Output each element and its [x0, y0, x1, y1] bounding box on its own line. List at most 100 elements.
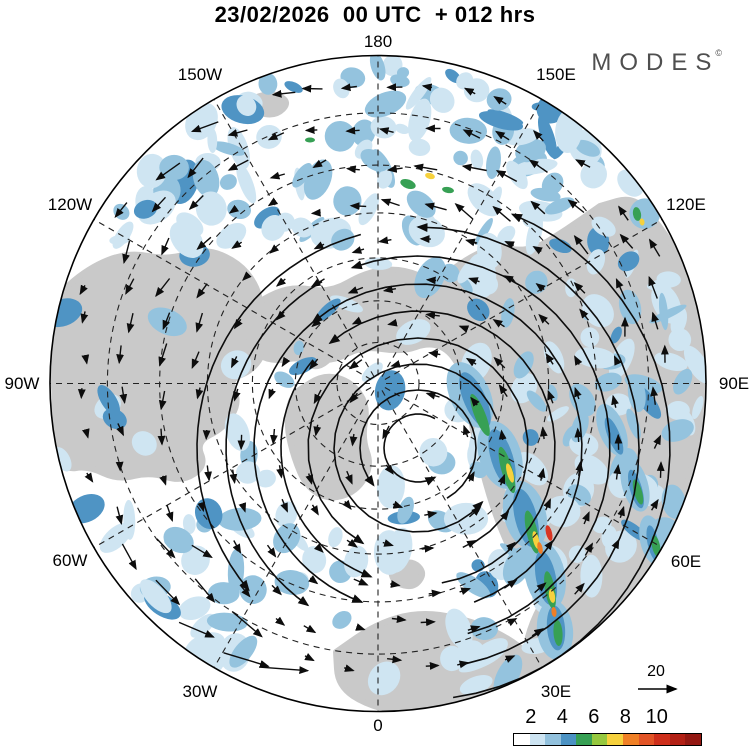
energy-patch	[668, 328, 692, 352]
energy-patch	[654, 352, 688, 371]
wind-arrow	[573, 235, 589, 255]
wind-arrow	[271, 89, 296, 98]
wind-arrow	[121, 543, 137, 571]
energy-patch	[459, 675, 493, 695]
wind-arrow	[155, 278, 171, 298]
wind-arrow	[574, 386, 582, 400]
lon-label-60E: 60E	[670, 552, 702, 571]
wind-arrow	[384, 464, 394, 475]
energy-patch	[360, 148, 389, 172]
wind-arrow	[495, 170, 518, 183]
energy-patch	[229, 635, 258, 668]
wind-arrow	[266, 544, 277, 558]
colorbar-tick-label: 2	[525, 706, 537, 728]
jet-streak	[537, 542, 543, 554]
energy-patch	[123, 499, 136, 540]
wind-arrow	[465, 357, 477, 367]
wind-arrow	[611, 394, 619, 408]
wind-arrow	[498, 384, 508, 397]
wind-arrow	[390, 580, 401, 588]
wind-arrow	[584, 542, 594, 556]
jet-streak	[553, 620, 563, 646]
wind-arrow	[574, 582, 585, 595]
energy-patch	[544, 197, 575, 215]
energy-patch	[580, 554, 603, 598]
wind-arrow	[231, 240, 243, 249]
wind-arrow	[345, 126, 360, 135]
lon-label-90E: 90E	[718, 374, 750, 393]
wind-arrow	[424, 202, 447, 211]
energy-patch	[467, 183, 501, 217]
wind-arrow	[528, 159, 548, 173]
wind-arrow	[312, 159, 327, 169]
lon-label-30W: 30W	[182, 682, 218, 701]
energy-patch	[406, 190, 436, 218]
wind-arrow	[425, 276, 437, 285]
wind-arrow	[269, 244, 280, 254]
wind-arrow	[347, 286, 364, 294]
wind-arrow	[157, 428, 166, 446]
wind-arrow	[545, 352, 555, 365]
vortex-arc	[328, 310, 556, 584]
colorbar-segment	[514, 734, 530, 745]
colorbar	[513, 733, 702, 746]
energy-patch	[227, 199, 251, 220]
latitude-circle	[251, 257, 505, 510]
wind-arrow	[421, 544, 435, 553]
energy-patch	[515, 139, 546, 163]
energy-patch	[332, 610, 352, 629]
wind-arrow	[313, 389, 322, 405]
wind-arrow	[227, 129, 248, 137]
wind-arrow	[345, 470, 353, 485]
wind-arrow	[178, 621, 215, 638]
wind-arrow	[493, 96, 507, 105]
wind-arrow	[462, 540, 477, 549]
vortex-arc	[253, 321, 364, 603]
energy-patch	[629, 198, 661, 229]
wind-arrow	[378, 236, 392, 245]
vortex-arc	[350, 255, 611, 635]
wind-arrow	[386, 165, 403, 173]
energy-patch	[497, 225, 516, 245]
energy-patch	[207, 127, 218, 153]
wind-arrow	[304, 653, 315, 662]
energy-patch	[364, 90, 407, 118]
energy-patch	[525, 213, 543, 255]
energy-patch	[456, 572, 491, 599]
wind-arrow	[155, 162, 181, 181]
wind-arrow	[81, 428, 90, 439]
wind-arrow	[195, 312, 204, 333]
energy-patch	[478, 111, 524, 131]
wind-arrow	[574, 427, 583, 443]
energy-patch	[617, 251, 640, 272]
energy-patch	[475, 217, 493, 245]
meridian-line	[213, 99, 375, 377]
wind-arrow	[387, 655, 403, 664]
wind-arrow	[382, 539, 394, 547]
wind-arrow	[162, 312, 171, 331]
lon-label-120W: 120W	[47, 195, 93, 214]
wind-arrow	[191, 351, 200, 369]
wind-arrow	[269, 171, 285, 180]
energy-patch	[109, 234, 131, 245]
wind-arrow	[231, 356, 239, 369]
copyright-mark: ©	[715, 48, 722, 58]
wind-arrow	[506, 617, 518, 627]
wind-arrow	[579, 308, 590, 321]
wind-arrow	[80, 311, 89, 324]
wind-arrow	[271, 584, 282, 596]
wind-arrow	[280, 498, 288, 513]
energy-patch	[627, 375, 646, 412]
energy-patch	[582, 294, 614, 328]
wind-arrow	[504, 241, 515, 249]
colorbar-segment	[591, 734, 608, 745]
lon-label-150W: 150W	[177, 65, 223, 84]
wind-arrow	[305, 473, 314, 485]
energy-patch	[591, 216, 616, 237]
wind-arrow	[348, 359, 363, 370]
wind-arrow	[392, 500, 404, 509]
wind-arrow	[119, 386, 128, 405]
vortex-arc	[196, 233, 362, 592]
wind-arrow	[310, 208, 321, 217]
energy-patch	[370, 116, 397, 139]
